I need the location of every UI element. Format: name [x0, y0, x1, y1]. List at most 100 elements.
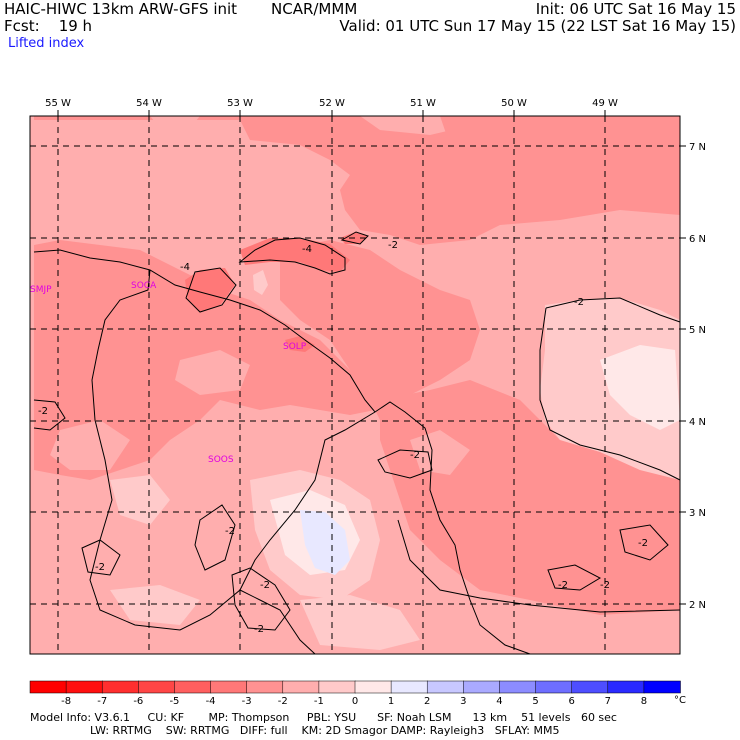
coastline-borders [33, 249, 531, 655]
model-title: HAIC-HIWC 13km ARW-GFS init [4, 0, 238, 18]
contour-label: -2 [225, 526, 235, 537]
contour-label: -2 [38, 406, 48, 417]
shade-top-light-1 [150, 116, 200, 128]
colorbar-swatch [246, 680, 284, 694]
shade-light-sw-2 [110, 585, 200, 625]
lat-label: 5 N [689, 325, 706, 336]
shade-dark-cell-1 [240, 238, 350, 272]
shade-light-south-2 [300, 595, 420, 650]
contour-label: -2 [95, 562, 105, 573]
colorbar-swatch [210, 680, 248, 694]
station-soca: SOCA [131, 281, 157, 291]
colorbar-tick-label: 0 [352, 696, 358, 707]
colorbar-swatch [138, 680, 176, 694]
colorbar-swatch [607, 680, 645, 694]
contour-minus2-sw2 [81, 539, 121, 576]
colorbar-tick-label: 2 [424, 696, 430, 707]
contour-minus2-e2 [619, 524, 669, 561]
contour-label: -2 [638, 538, 648, 549]
lat-label: 2 N [689, 600, 706, 611]
station-smjp: SMJP [30, 285, 52, 295]
colorbar-swatch [426, 680, 465, 694]
colorbar-tick-label: -3 [242, 696, 252, 707]
colorbar-tick-label: -8 [61, 696, 71, 707]
lon-label: 52 W [319, 98, 345, 109]
colorbar-swatch [65, 680, 103, 694]
lon-label: 54 W [136, 98, 162, 109]
colorbar-swatch [282, 680, 320, 694]
contour-minus2-south [397, 519, 681, 613]
model-info-line2: LW: RRTMG SW: RRTMG DIFF: full KM: 2D Sm… [90, 724, 560, 737]
contour-minus2-center [377, 449, 433, 479]
shade-west-light [50, 420, 130, 470]
colorbar-tick-label: -2 [278, 696, 288, 707]
colorbar-swatch [643, 680, 681, 694]
station-solp: SOLP [283, 342, 307, 352]
colorbar-swatch [101, 680, 140, 694]
contour-label: -2 [600, 580, 610, 591]
shade-east-light [410, 430, 470, 475]
shade-light-cell [253, 270, 268, 295]
contour-label: -2 [254, 624, 264, 635]
contour-minus4-a [238, 237, 346, 275]
contour-minus2-east-b [539, 307, 681, 481]
colorbar-unit: °C [674, 695, 686, 706]
shade-dark-cell-4 [285, 336, 315, 352]
colorbar-swatch [499, 680, 537, 694]
axis-ticks [57, 110, 686, 605]
colorbar-tick-label: -6 [133, 696, 143, 707]
shade-lightest-east [600, 345, 680, 430]
shade-positive [300, 510, 350, 575]
lat-lon-grid [30, 116, 680, 654]
contour-label: -4 [302, 244, 312, 255]
colorbar-swatch [390, 680, 428, 694]
contour-label: -4 [180, 262, 190, 273]
contour-label: -2 [574, 297, 584, 308]
colorbar-swatch [354, 680, 392, 694]
init-time: Init: 06 UTC Sat 16 May 15 [535, 0, 736, 18]
map-frame [29, 115, 681, 655]
contour-minus4-b [185, 267, 237, 313]
lat-label: 3 N [689, 508, 706, 519]
contour-minus4-c [340, 231, 369, 245]
border-fr-guiana-brazil [239, 589, 316, 655]
contour-minus2-east [545, 297, 681, 323]
contour-minus2-se [547, 564, 602, 591]
lon-label: 50 W [501, 98, 527, 109]
valid-time: Valid: 01 UTC Sun 17 May 15 (22 LST Sat … [339, 17, 736, 35]
station-soos: SOOS [208, 455, 234, 465]
shade-dark-cell-2 [185, 268, 235, 312]
contour-label: -2 [410, 450, 420, 461]
contour-minus2-s [231, 567, 291, 631]
colorbar-tick-label: -4 [206, 696, 216, 707]
colorbar-labels: -8 -7 -6 -5 -4 -3 -2 -1 0 1 2 3 4 5 6 7 8 [61, 696, 647, 707]
shade-central [280, 240, 480, 420]
lon-label: 55 W [45, 98, 71, 109]
colorbar-tick-label: 4 [496, 696, 502, 707]
colorbar-tick-label: 7 [605, 696, 611, 707]
contour-label: -2 [260, 580, 270, 591]
contour-minus2-w [33, 399, 66, 431]
colorbar-tick-label: 8 [641, 696, 647, 707]
lat-label: 4 N [689, 417, 706, 428]
lon-label: 53 W [227, 98, 253, 109]
colorbar-swatch [318, 680, 356, 694]
forecast-hour: Fcst: 19 h [4, 17, 93, 35]
lon-label: 49 W [592, 98, 618, 109]
lat-label: 7 N [689, 142, 706, 153]
colorbar-swatch [571, 680, 609, 694]
shade-top-dark-ne [440, 116, 680, 150]
shade-west-light-2 [175, 350, 250, 395]
colorbar-tick-label: 5 [532, 696, 538, 707]
colorbar-tick-label: 1 [388, 696, 394, 707]
lat-label: 6 N [689, 234, 706, 245]
colorbar-tick-label: -1 [314, 696, 324, 707]
field-name: Lifted index [8, 36, 85, 51]
lon-label: 51 W [410, 98, 436, 109]
colorbar-swatch [463, 680, 501, 694]
colorbar-swatch [535, 680, 573, 694]
colorbar-tick-label: 3 [460, 696, 466, 707]
organization-label: NCAR/MMM [271, 0, 358, 18]
contour-minus2-sw [194, 504, 236, 571]
